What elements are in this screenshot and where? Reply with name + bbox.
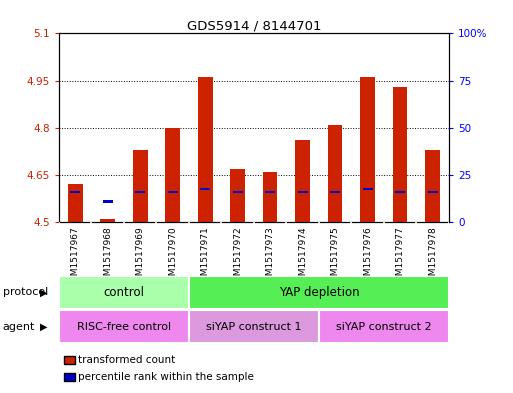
Bar: [263, 172, 278, 222]
Text: GSM1517978: GSM1517978: [428, 226, 437, 287]
Text: protocol: protocol: [3, 287, 48, 298]
Bar: [135, 191, 145, 193]
Text: GSM1517972: GSM1517972: [233, 226, 242, 287]
Bar: [360, 77, 375, 222]
Text: GSM1517976: GSM1517976: [363, 226, 372, 287]
Text: GSM1517973: GSM1517973: [266, 226, 274, 287]
Bar: [101, 219, 115, 222]
Text: control: control: [104, 286, 145, 299]
Text: agent: agent: [3, 321, 35, 332]
Bar: [133, 150, 148, 222]
Bar: [198, 77, 212, 222]
Bar: [319, 310, 449, 343]
Bar: [59, 276, 189, 309]
Text: GSM1517970: GSM1517970: [168, 226, 177, 287]
Bar: [265, 191, 275, 193]
Text: GSM1517968: GSM1517968: [103, 226, 112, 287]
Bar: [328, 125, 343, 222]
Bar: [295, 140, 310, 222]
Bar: [330, 191, 340, 193]
Text: GSM1517975: GSM1517975: [331, 226, 340, 287]
Text: GSM1517977: GSM1517977: [396, 226, 405, 287]
Text: ▶: ▶: [40, 321, 47, 332]
Text: ▶: ▶: [40, 287, 47, 298]
Text: RISC-free control: RISC-free control: [77, 321, 171, 332]
Bar: [363, 188, 373, 190]
Bar: [168, 191, 178, 193]
Text: siYAP construct 2: siYAP construct 2: [336, 321, 432, 332]
Bar: [427, 191, 438, 193]
Bar: [393, 87, 407, 222]
Text: siYAP construct 1: siYAP construct 1: [206, 321, 302, 332]
Text: GSM1517967: GSM1517967: [71, 226, 80, 287]
Text: percentile rank within the sample: percentile rank within the sample: [78, 372, 254, 382]
Bar: [189, 276, 449, 309]
Bar: [189, 310, 319, 343]
Bar: [165, 128, 180, 222]
Bar: [103, 200, 113, 203]
Bar: [59, 310, 189, 343]
Text: GSM1517971: GSM1517971: [201, 226, 210, 287]
Text: GSM1517969: GSM1517969: [136, 226, 145, 287]
Text: transformed count: transformed count: [78, 355, 176, 365]
Bar: [425, 150, 440, 222]
Text: YAP depletion: YAP depletion: [279, 286, 359, 299]
Bar: [70, 191, 81, 193]
Text: GSM1517974: GSM1517974: [298, 226, 307, 287]
Bar: [230, 169, 245, 222]
Bar: [395, 191, 405, 193]
Title: GDS5914 / 8144701: GDS5914 / 8144701: [187, 19, 321, 32]
Bar: [200, 188, 210, 190]
Bar: [68, 184, 83, 222]
Bar: [298, 191, 308, 193]
Bar: [232, 191, 243, 193]
